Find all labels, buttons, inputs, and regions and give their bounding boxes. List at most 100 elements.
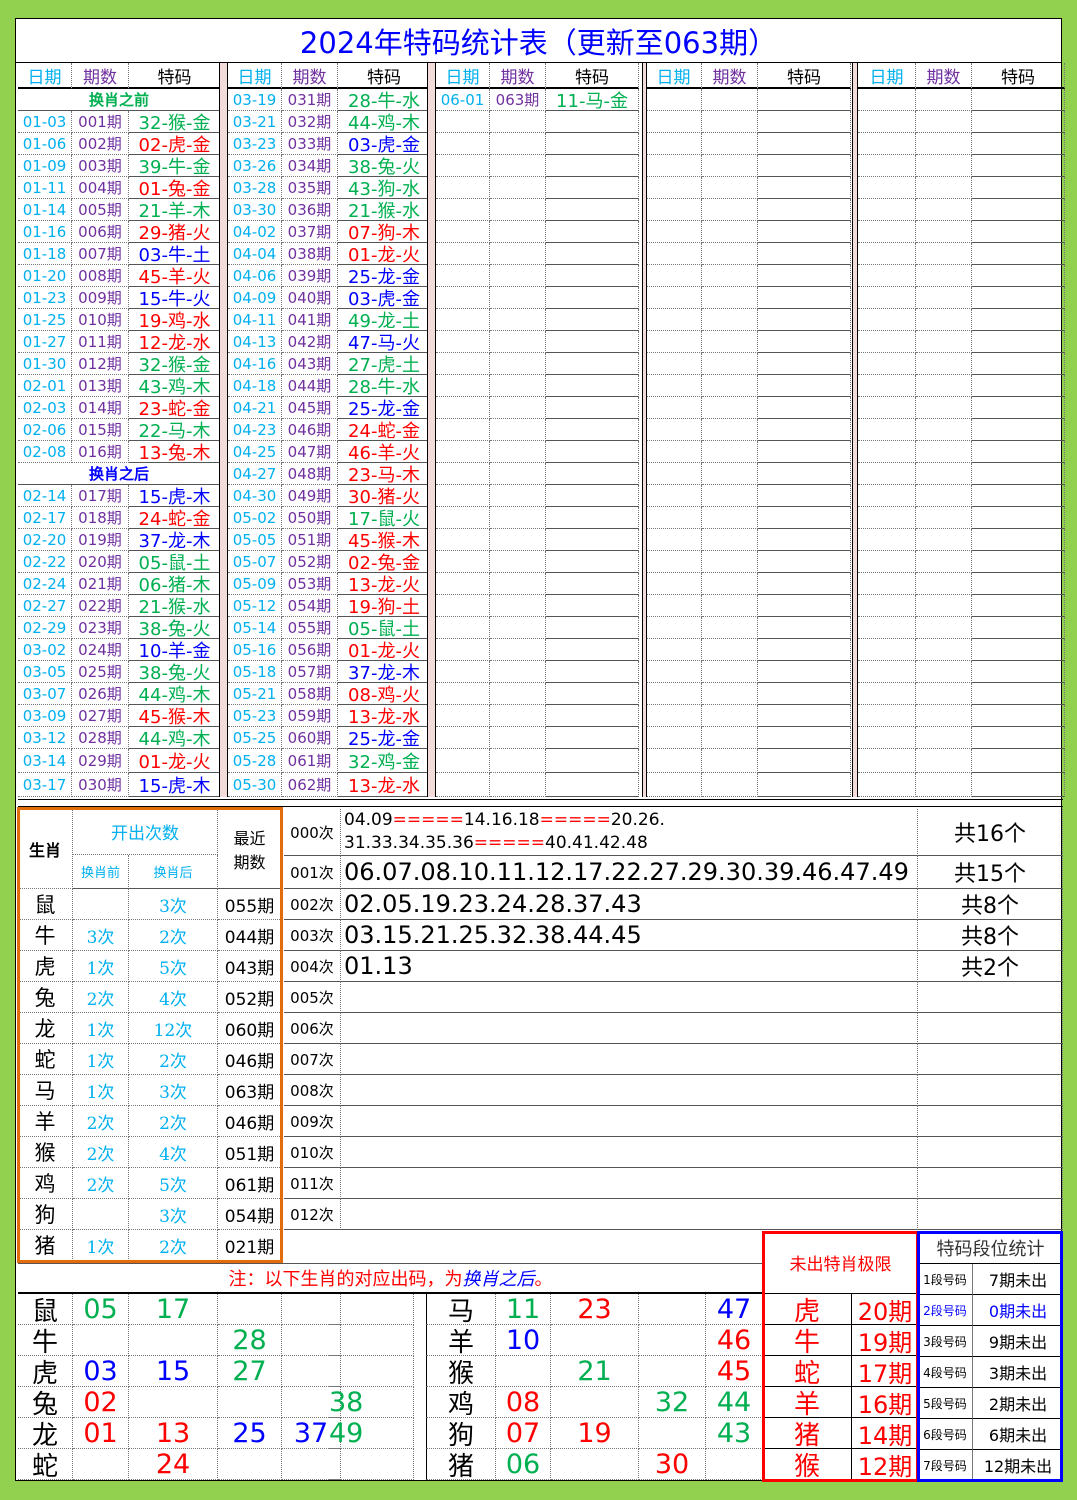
period-cell	[702, 353, 758, 375]
period-cell	[702, 683, 758, 705]
frequency-label: 010次	[284, 1137, 341, 1168]
date-cell	[646, 507, 702, 529]
period-cell: 060期	[282, 727, 338, 749]
zodiac-name: 兔	[18, 982, 73, 1013]
code-cell	[972, 595, 1065, 617]
count-after: 12次	[129, 1013, 218, 1044]
code-cell: 45-猴-木	[338, 529, 431, 551]
period-cell	[702, 639, 758, 661]
frequency-label: 005次	[284, 982, 341, 1013]
code-cell	[546, 727, 639, 749]
date-cell	[436, 221, 490, 243]
period-cell	[916, 155, 972, 177]
code-cell: 39-牛-金	[129, 155, 221, 177]
zodiac-name: 鼠	[18, 889, 73, 920]
missing-limit-title: 未出特肖极限	[763, 1232, 918, 1294]
date-cell	[436, 773, 490, 797]
frequency-label: 011次	[284, 1168, 341, 1199]
date-cell	[646, 243, 702, 265]
code-cell: 23-马-木	[338, 463, 431, 485]
code-cell	[758, 573, 851, 595]
recent-header: 最近期数	[218, 809, 282, 889]
frequency-total: 共2个	[918, 951, 1063, 982]
frequency-total: 共16个	[918, 809, 1063, 856]
code-cell	[758, 551, 851, 573]
code-cell: 37-龙-木	[129, 529, 221, 551]
date-cell: 03-28	[228, 177, 282, 199]
period-cell: 037期	[282, 221, 338, 243]
period-cell	[490, 529, 546, 551]
date-cell: 04-30	[228, 485, 282, 507]
date-cell	[646, 773, 702, 797]
header-date: 日期	[436, 63, 490, 89]
zodiac-name: 马	[18, 1075, 73, 1106]
date-cell	[646, 375, 702, 397]
code-cell: 02-虎-金	[129, 133, 221, 155]
date-cell	[858, 375, 916, 397]
code-cell	[972, 507, 1065, 529]
date-cell: 03-02	[18, 639, 72, 661]
code-cell: 37-龙-木	[338, 661, 431, 683]
missing-periods: 16期	[852, 1387, 918, 1418]
mapping-number: 32	[639, 1387, 706, 1418]
code-cell	[758, 661, 851, 683]
code-cell	[972, 331, 1065, 353]
date-cell: 04-25	[228, 441, 282, 463]
mapping-zodiac: 龙	[18, 1418, 73, 1449]
frequency-label: 009次	[284, 1106, 341, 1137]
date-cell	[646, 111, 702, 133]
code-cell: 45-羊-火	[129, 265, 221, 287]
code-cell: 23-蛇-金	[129, 397, 221, 419]
period-cell	[916, 573, 972, 595]
period-cell	[490, 199, 546, 221]
code-cell	[972, 309, 1065, 331]
date-cell	[646, 705, 702, 727]
mapping-number: 11	[496, 1294, 551, 1325]
date-cell	[436, 551, 490, 573]
date-cell	[436, 683, 490, 705]
after-header: 换肖后	[129, 855, 218, 889]
period-cell	[490, 111, 546, 133]
period-cell: 024期	[72, 639, 129, 661]
frequency-numbers	[341, 1075, 918, 1106]
date-cell	[858, 243, 916, 265]
code-cell: 15-虎-木	[129, 773, 221, 797]
segment-label: 4段号码	[918, 1357, 973, 1388]
column-separator	[427, 63, 436, 797]
period-cell	[490, 353, 546, 375]
frequency-total	[918, 982, 1063, 1013]
zodiac-name: 虎	[18, 951, 73, 982]
frequency-numbers	[341, 1106, 918, 1137]
date-cell	[646, 331, 702, 353]
code-cell	[972, 265, 1065, 287]
period-cell	[490, 773, 546, 797]
date-cell	[646, 177, 702, 199]
period-cell	[490, 375, 546, 397]
mapping-number: 01	[73, 1418, 129, 1449]
frequency-total: 共8个	[918, 920, 1063, 951]
period-cell	[702, 441, 758, 463]
column-separator	[642, 63, 647, 797]
date-cell	[436, 397, 490, 419]
date-cell	[646, 133, 702, 155]
date-cell	[436, 177, 490, 199]
period-cell: 003期	[72, 155, 129, 177]
code-cell	[758, 485, 851, 507]
date-cell: 05-30	[228, 773, 282, 797]
code-cell	[546, 287, 639, 309]
code-cell	[758, 287, 851, 309]
header-period: 期数	[72, 63, 129, 89]
code-cell: 38-兔-火	[338, 155, 431, 177]
date-cell	[858, 573, 916, 595]
zodiac-name: 龙	[18, 1013, 73, 1044]
date-cell: 04-09	[228, 287, 282, 309]
period-cell: 025期	[72, 661, 129, 683]
recent-period: 051期	[218, 1137, 282, 1168]
code-cell	[972, 617, 1065, 639]
code-cell	[546, 265, 639, 287]
period-cell: 053期	[282, 573, 338, 595]
code-cell	[758, 463, 851, 485]
header-code: 特码	[546, 63, 639, 89]
date-cell	[646, 463, 702, 485]
period-cell: 039期	[282, 265, 338, 287]
